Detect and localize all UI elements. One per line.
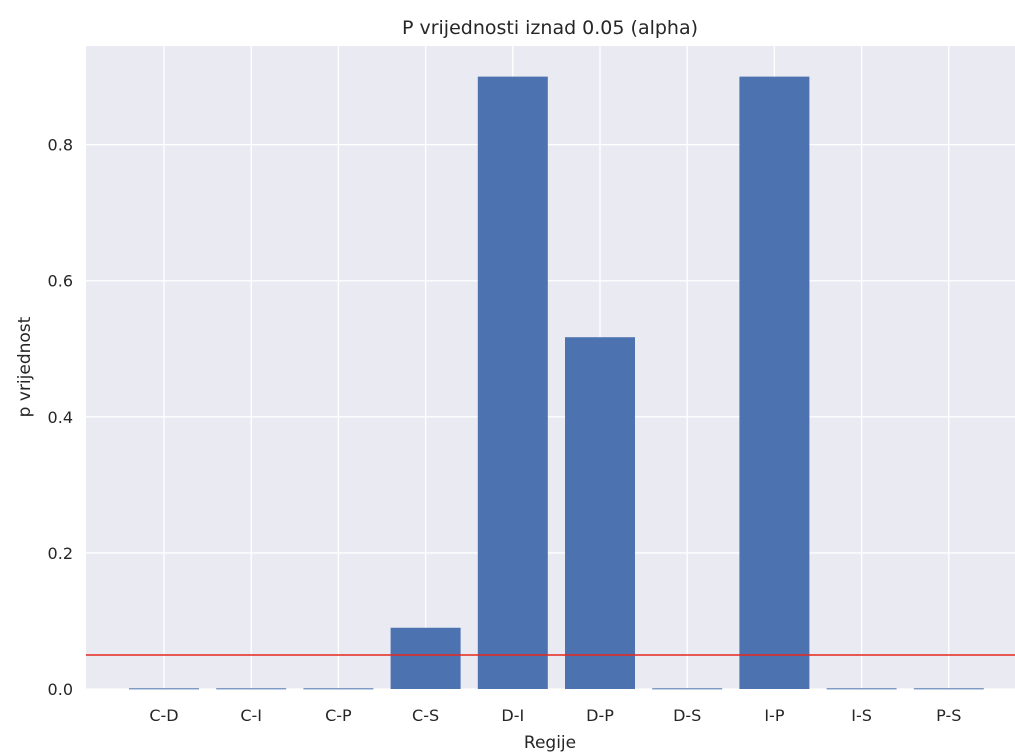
y-tick-label: 0.8 <box>48 136 73 155</box>
x-tick-label: P-S <box>936 706 961 725</box>
x-tick-label: C-I <box>240 706 262 725</box>
x-tick-label: C-S <box>412 706 439 725</box>
y-tick-label: 0.4 <box>48 408 73 427</box>
y-tick-label: 0.0 <box>48 680 73 699</box>
bar-C-D <box>129 688 199 690</box>
y-tick-labels: 0.0 0.2 0.4 0.6 0.8 <box>48 136 73 699</box>
y-axis-label: p vrijednost <box>15 316 35 417</box>
bar-C-P <box>303 688 374 690</box>
bar-I-S <box>826 688 897 690</box>
x-tick-label: D-P <box>586 706 614 725</box>
x-tick-label: C-D <box>149 706 178 725</box>
x-tick-label: C-P <box>325 706 352 725</box>
bars <box>129 76 984 690</box>
x-tick-labels: C-D C-I C-P C-S D-I D-P D-S I-P I-S P-S <box>149 706 961 725</box>
x-tick-label: I-S <box>851 706 872 725</box>
bar-P-S <box>913 688 984 690</box>
bar-D-S <box>652 688 723 690</box>
y-tick-label: 0.6 <box>48 272 73 291</box>
bar-C-S <box>390 627 461 689</box>
bar-D-P <box>565 337 635 689</box>
bar-C-I <box>216 688 287 690</box>
plot-area <box>86 46 1015 689</box>
y-tick-label: 0.2 <box>48 544 73 563</box>
x-tick-label: D-I <box>501 706 524 725</box>
chart-title: P vrijednosti iznad 0.05 (alpha) <box>402 17 698 39</box>
x-axis-label: Regije <box>524 733 576 753</box>
x-tick-label: D-S <box>673 706 701 725</box>
bar-D-I <box>477 76 548 690</box>
bar-I-P <box>739 76 810 690</box>
x-tick-label: I-P <box>764 706 784 725</box>
